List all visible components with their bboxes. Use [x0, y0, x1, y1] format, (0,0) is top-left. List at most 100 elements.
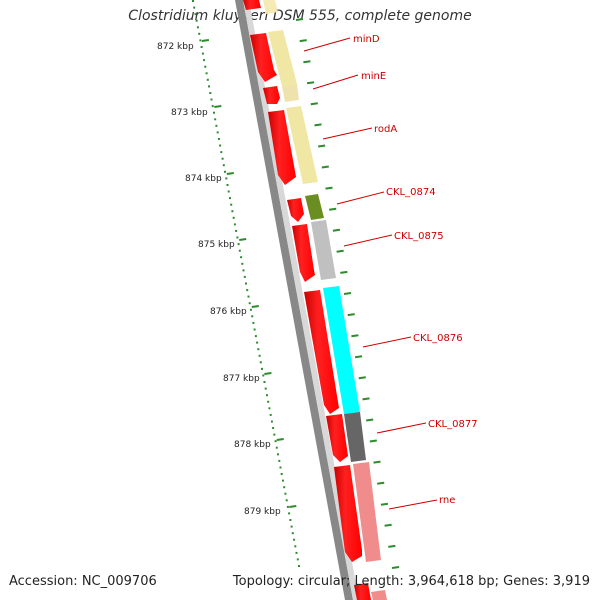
ruler-dot — [268, 407, 271, 410]
ruler-dot — [245, 282, 247, 285]
cds-arrow[interactable] — [287, 198, 304, 222]
ruler-dot — [258, 354, 261, 357]
kbp-label-878: 878 kbp — [234, 440, 271, 450]
ruler-dot — [196, 26, 199, 29]
ruler-dot — [233, 223, 236, 226]
cds-track — [243, 0, 371, 600]
cds-arrow[interactable] — [250, 33, 277, 82]
ruler-dot — [230, 203, 233, 206]
cds-arrow[interactable] — [354, 583, 371, 600]
outer-tick — [343, 292, 352, 295]
ruler-dot — [259, 361, 262, 364]
ruler-dot — [210, 98, 213, 101]
outer-tick — [388, 544, 396, 548]
gene-label-minD[interactable]: minD — [353, 34, 380, 45]
gene-label-rne[interactable]: rne — [439, 495, 455, 506]
ruler-major-tick — [264, 372, 272, 375]
ruler-dot — [208, 85, 210, 88]
gene-box-minE[interactable] — [282, 84, 299, 102]
ruler-major-tick — [226, 172, 234, 175]
gene-box-CKL_0874[interactable] — [305, 194, 324, 220]
gene-label-CKL_0877[interactable]: CKL_0877 — [428, 419, 478, 430]
ruler-major-tick — [289, 505, 297, 508]
ruler-dot — [226, 184, 229, 186]
ruler-dot — [201, 52, 204, 55]
ruler-dot — [252, 321, 255, 324]
map-title: Clostridium kluyveri DSM 555, complete g… — [128, 8, 472, 24]
cds-arrow[interactable] — [263, 86, 280, 104]
ruler-major-tick — [214, 105, 222, 108]
outer-tick — [369, 439, 377, 443]
cds-arrow[interactable] — [292, 224, 315, 282]
ruler-dot — [251, 315, 254, 318]
gene-box-CKL_0876[interactable] — [323, 286, 360, 414]
cds-arrow[interactable] — [326, 414, 348, 462]
gene-box-rodA[interactable] — [286, 106, 318, 184]
outer-tick-track — [295, 18, 400, 569]
outer-tick — [347, 313, 355, 317]
ruler-dot — [192, 0, 194, 2]
gene-box-minD[interactable] — [268, 30, 297, 86]
cds-arrow[interactable] — [304, 290, 339, 414]
gene-label-CKL_0874[interactable]: CKL_0874 — [386, 187, 436, 198]
ruler-dot — [204, 65, 207, 68]
cds-arrow[interactable] — [243, 0, 261, 10]
ruler-dot — [283, 486, 286, 489]
gene-box-CKL_0877[interactable] — [344, 412, 366, 462]
ruler-dot — [289, 519, 292, 521]
outer-tick — [332, 228, 341, 232]
ruler-dot — [209, 92, 212, 94]
ruler-dot — [242, 269, 245, 272]
gene-box-CKL_0875[interactable] — [311, 220, 336, 280]
outer-tick — [321, 165, 329, 169]
ruler-dot — [194, 13, 197, 16]
ruler-major-tick — [201, 39, 210, 42]
ruler-dot — [200, 46, 203, 48]
kbp-label-876: 876 kbp — [210, 307, 247, 317]
ruler-dot — [206, 78, 209, 81]
ruler-dot — [253, 328, 256, 331]
ruler-dot — [296, 558, 299, 561]
ruler-dot — [293, 538, 296, 541]
ruler-dot — [263, 381, 266, 383]
cds-arrow[interactable] — [334, 465, 362, 562]
kbp-label-879: 879 kbp — [244, 507, 281, 517]
ruler-dot — [247, 295, 250, 298]
ruler-dot — [225, 177, 228, 180]
ruler-dot — [217, 138, 220, 140]
ruler-dot — [243, 275, 246, 278]
ruler-dot — [278, 459, 281, 462]
kbp-label-874: 874 kbp — [185, 174, 222, 184]
ruler-dot — [199, 39, 202, 42]
ruler-dot — [240, 256, 243, 259]
ruler-dot — [238, 249, 241, 252]
kbp-label-873: 873 kbp — [171, 108, 208, 118]
ruler-dot — [273, 433, 276, 436]
ruler-dot — [198, 32, 201, 35]
ruler-dot — [195, 19, 198, 22]
outer-tick — [310, 102, 318, 106]
ruler-dot — [220, 151, 223, 154]
gene-box-top[interactable] — [263, 0, 278, 14]
gene-box-rne[interactable] — [353, 462, 381, 562]
cds-arrow[interactable] — [268, 110, 296, 185]
ruler-dot — [294, 545, 297, 548]
outer-tick — [358, 376, 366, 380]
ruler-labels: 872 kbp 873 kbp 874 kbp 875 kbp 876 kbp … — [157, 42, 281, 517]
gene-label-minE[interactable]: minE — [361, 71, 386, 82]
kbp-label-872: 872 kbp — [157, 42, 194, 52]
gene-label-CKL_0875[interactable]: CKL_0875 — [394, 231, 444, 242]
ruler-dot — [295, 551, 298, 554]
outer-tick — [384, 523, 392, 527]
gene-labels: minD minE rodA CKL_0874 CKL_0875 CKL_087… — [353, 34, 478, 506]
gene-label-rodA[interactable]: rodA — [374, 124, 397, 135]
ruler-dot — [248, 302, 251, 305]
ruler-dot — [274, 440, 277, 443]
gene-label-CKL_0876[interactable]: CKL_0876 — [413, 333, 463, 344]
gene-box-bottom[interactable] — [371, 590, 387, 600]
ruler-dot — [256, 341, 259, 344]
kbp-ruler — [192, 0, 300, 567]
ruler-dot — [215, 124, 218, 127]
leader-lines — [303, 37, 438, 510]
